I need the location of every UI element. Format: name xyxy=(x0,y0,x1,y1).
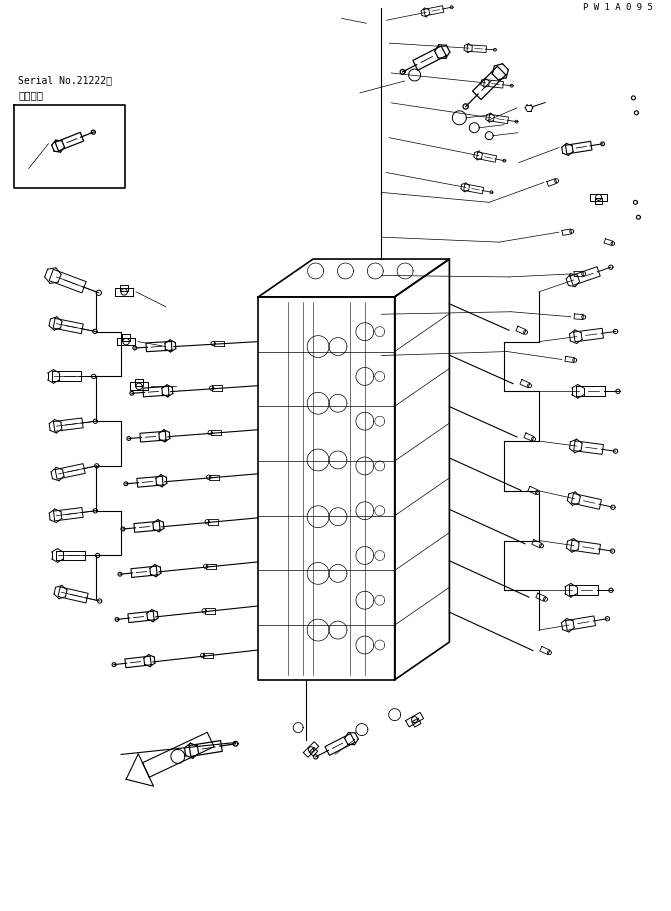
Polygon shape xyxy=(329,338,347,355)
Polygon shape xyxy=(356,502,374,519)
Polygon shape xyxy=(307,449,329,471)
Text: Serial No.21222～: Serial No.21222～ xyxy=(18,75,113,85)
Polygon shape xyxy=(307,393,329,415)
Polygon shape xyxy=(329,565,347,582)
Polygon shape xyxy=(356,322,374,341)
Polygon shape xyxy=(329,621,347,639)
Polygon shape xyxy=(329,507,347,526)
Polygon shape xyxy=(307,335,329,357)
Polygon shape xyxy=(307,506,329,527)
Polygon shape xyxy=(356,367,374,385)
Polygon shape xyxy=(307,619,329,641)
Polygon shape xyxy=(356,636,374,654)
Polygon shape xyxy=(356,547,374,565)
Polygon shape xyxy=(307,562,329,584)
Text: P W 1 A 0 9 5: P W 1 A 0 9 5 xyxy=(582,4,653,13)
Polygon shape xyxy=(356,591,374,609)
Polygon shape xyxy=(329,394,347,412)
Polygon shape xyxy=(356,413,374,430)
Text: 適用号機: 適用号機 xyxy=(18,90,44,100)
Polygon shape xyxy=(329,451,347,469)
Polygon shape xyxy=(356,457,374,475)
